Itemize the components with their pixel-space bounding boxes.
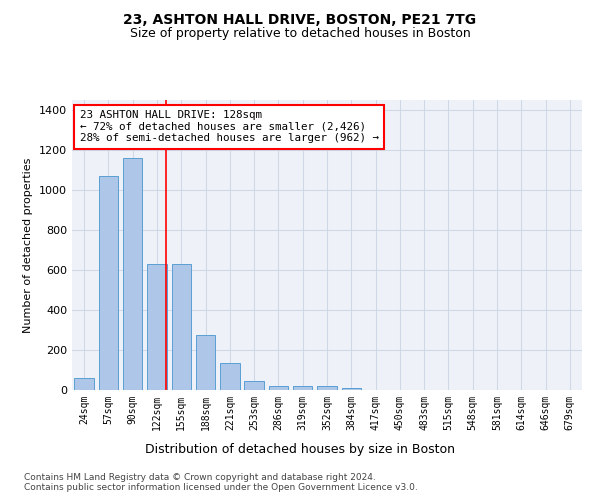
Bar [172, 264, 191, 390]
Bar [196, 335, 215, 390]
Bar [244, 381, 264, 390]
Bar [74, 378, 94, 390]
Text: 23, ASHTON HALL DRIVE, BOSTON, PE21 7TG: 23, ASHTON HALL DRIVE, BOSTON, PE21 7TG [124, 12, 476, 26]
Text: Contains HM Land Registry data © Crown copyright and database right 2024.: Contains HM Land Registry data © Crown c… [24, 472, 376, 482]
Text: 23 ASHTON HALL DRIVE: 128sqm
← 72% of detached houses are smaller (2,426)
28% of: 23 ASHTON HALL DRIVE: 128sqm ← 72% of de… [80, 110, 379, 144]
Bar [147, 264, 167, 390]
Text: Size of property relative to detached houses in Boston: Size of property relative to detached ho… [130, 28, 470, 40]
Bar [220, 363, 239, 390]
Y-axis label: Number of detached properties: Number of detached properties [23, 158, 34, 332]
Text: Distribution of detached houses by size in Boston: Distribution of detached houses by size … [145, 442, 455, 456]
Bar [269, 386, 288, 390]
Bar [99, 176, 118, 390]
Bar [317, 386, 337, 390]
Bar [341, 388, 361, 390]
Bar [123, 158, 142, 390]
Bar [293, 386, 313, 390]
Text: Contains public sector information licensed under the Open Government Licence v3: Contains public sector information licen… [24, 484, 418, 492]
